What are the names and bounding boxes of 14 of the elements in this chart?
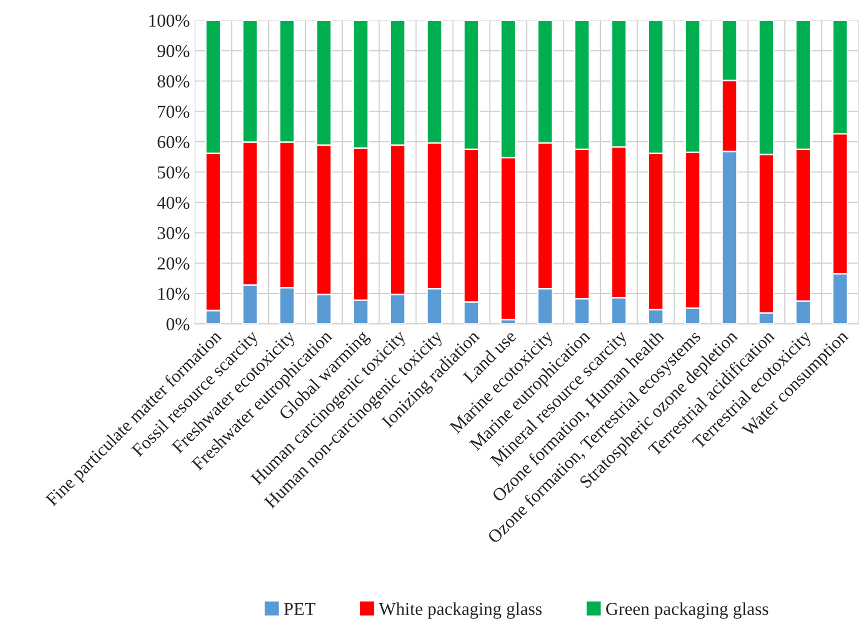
y-tick-label: 90% [157, 44, 190, 58]
y-tick-label: 70% [158, 106, 190, 118]
y-tick-label: 100% [149, 14, 190, 27]
legend-label: White packaging glass [378, 602, 542, 619]
y-tick-label: 80% [158, 75, 190, 88]
y-tick-label: 40% [157, 196, 190, 209]
y-tick-label: 50% [158, 166, 190, 179]
y-tick-label: 10% [158, 288, 190, 300]
y-tick-label: 20% [158, 257, 190, 270]
y-tick-label: 60% [158, 136, 190, 148]
legend-label: Green packaging glass [606, 602, 768, 619]
y-tick-label: 30% [158, 227, 190, 240]
legend-label: PET [284, 603, 316, 615]
y-tick-label: 0% [166, 318, 190, 330]
